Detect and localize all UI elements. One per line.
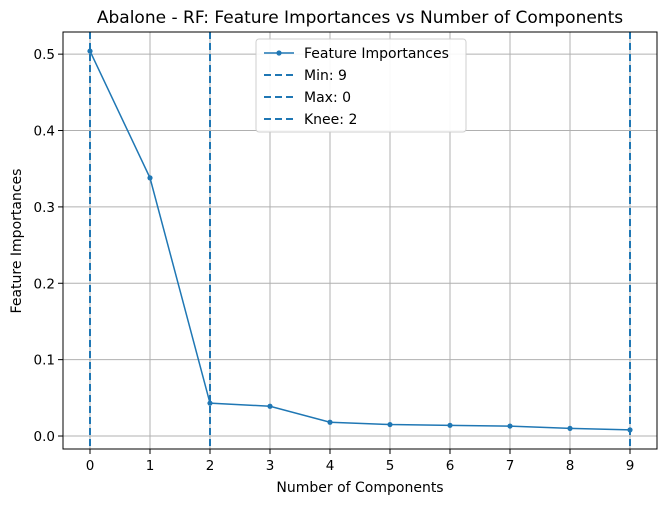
y-tick-label: 0.4 bbox=[34, 124, 55, 140]
x-tick-label: 7 bbox=[506, 458, 515, 474]
data-point bbox=[267, 403, 273, 409]
y-tick-label: 0.1 bbox=[34, 353, 55, 369]
legend-label: Knee: 2 bbox=[304, 112, 357, 128]
legend-frame bbox=[255, 38, 467, 133]
legend-marker-swatch bbox=[276, 50, 282, 56]
data-series bbox=[87, 48, 633, 433]
data-point bbox=[147, 175, 153, 181]
data-point bbox=[567, 425, 573, 431]
data-point bbox=[207, 400, 213, 406]
y-tick-label: 0.2 bbox=[34, 276, 55, 292]
plot-area-frame bbox=[62, 31, 658, 450]
data-point bbox=[387, 421, 393, 428]
data-point bbox=[447, 422, 453, 428]
reference-lines bbox=[89, 32, 631, 449]
series-line bbox=[89, 50, 631, 431]
legend-label: Max: 0 bbox=[304, 90, 351, 106]
x-tick-label: 4 bbox=[326, 458, 335, 474]
x-tick-label: 8 bbox=[566, 458, 575, 474]
data-point bbox=[507, 423, 513, 429]
legend-label: Min: 9 bbox=[304, 68, 347, 84]
x-tick-label: 9 bbox=[626, 458, 635, 474]
y-tick-label: 0.0 bbox=[34, 429, 55, 445]
legend: Feature Importances Min: 9 Max: 0 Knee: 2 bbox=[255, 38, 467, 133]
x-tick-label: 2 bbox=[206, 458, 215, 474]
chart-title: Abalone - RF: Feature Importances vs Num… bbox=[97, 8, 623, 28]
y-axis-label: Feature Importances bbox=[9, 169, 25, 314]
data-point bbox=[627, 427, 633, 433]
data-point bbox=[327, 419, 333, 425]
x-axis-label: Number of Components bbox=[276, 480, 443, 496]
x-tick-label: 5 bbox=[386, 458, 395, 474]
x-tick-label: 1 bbox=[146, 458, 155, 474]
x-tick-label: 3 bbox=[266, 458, 275, 474]
legend-label: Feature Importances bbox=[304, 46, 449, 62]
axis-ticks: 0 1 2 3 4 5 6 7 8 9 0.0 0.1 0.2 0.3 0.4 0.5 bbox=[34, 47, 635, 474]
y-tick-label: 0.5 bbox=[34, 47, 55, 63]
data-point bbox=[87, 48, 93, 54]
y-tick-label: 0.3 bbox=[34, 200, 55, 216]
x-tick-label: 6 bbox=[446, 458, 455, 474]
x-tick-label: 0 bbox=[86, 458, 95, 474]
